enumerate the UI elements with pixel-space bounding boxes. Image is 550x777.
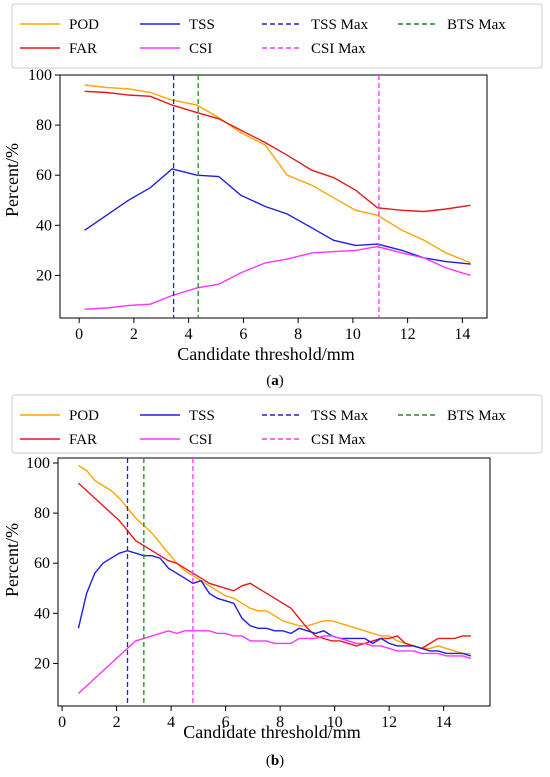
y-tick-label: 100 bbox=[28, 67, 52, 84]
x-tick-label: 8 bbox=[276, 714, 284, 731]
x-tick-label: 10 bbox=[327, 714, 343, 731]
x-tick-label: 12 bbox=[400, 326, 416, 343]
legend-label-far: FAR bbox=[69, 432, 97, 448]
legend-entries-a: POD TSS TSS Max BTS Max FAR CSI CSI Max bbox=[20, 17, 506, 57]
series-line-csi bbox=[77, 630, 472, 695]
x-tick-label: 2 bbox=[130, 326, 138, 343]
legend-label-tss-max: TSS Max bbox=[311, 408, 369, 424]
legend-entries-b: POD TSS TSS Max BTS Max FAR CSI CSI Max bbox=[20, 408, 506, 448]
x-tick-label: 14 bbox=[454, 326, 470, 343]
series-line-tss bbox=[84, 168, 471, 265]
series-line-pod bbox=[78, 464, 471, 655]
x-tick-label: 10 bbox=[345, 326, 361, 343]
series-line-csi bbox=[84, 245, 471, 310]
y-tick-label: 60 bbox=[36, 167, 52, 184]
legend-label-csi: CSI bbox=[189, 41, 212, 57]
y-tick-label: 40 bbox=[34, 605, 50, 622]
plot-area-a: 0 2 4 6 8 10 12 14 20 40 60 80 100 bbox=[28, 67, 488, 343]
legend-label-bts-max: BTS Max bbox=[447, 408, 506, 424]
x-tick-label: 6 bbox=[222, 714, 230, 731]
x-tick-label: 4 bbox=[167, 714, 175, 731]
x-tick-label: 0 bbox=[75, 326, 83, 343]
legend-label-csi-max: CSI Max bbox=[311, 432, 366, 448]
y-tick-label: 20 bbox=[34, 655, 50, 672]
y-tick-label: 20 bbox=[36, 267, 52, 284]
chart-panel-b: POD TSS TSS Max BTS Max FAR CSI CSI Max 0 2 4 6 8 1… bbox=[2, 394, 543, 769]
x-axis-label-b: Candidate threshold/mm bbox=[183, 722, 360, 742]
legend-label-pod: POD bbox=[69, 408, 99, 424]
legend-label-far: FAR bbox=[69, 41, 97, 57]
y-axis-label-b: Percent/% bbox=[2, 523, 22, 597]
x-axis-label-a: Candidate threshold/mm bbox=[177, 344, 354, 364]
plot-frame-a bbox=[59, 74, 488, 319]
y-axis-label-a: Percent/% bbox=[2, 143, 22, 217]
x-tick-label: 8 bbox=[294, 326, 302, 343]
legend-label-pod: POD bbox=[69, 17, 99, 33]
x-tick-label: 4 bbox=[185, 326, 193, 343]
legend-label-tss: TSS bbox=[189, 17, 215, 33]
chart-panel-a: POD TSS TSS Max BTS Max FAR CSI CSI Max 0 2 4 6 8 1… bbox=[2, 3, 543, 389]
x-tick-label: 12 bbox=[381, 714, 397, 731]
x-tick-label: 6 bbox=[239, 326, 247, 343]
series-line-far bbox=[77, 482, 471, 650]
x-tick-label: 0 bbox=[58, 714, 66, 731]
legend-a bbox=[11, 3, 543, 69]
legend-label-tss: TSS bbox=[189, 408, 215, 424]
legend-label-tss-max: TSS Max bbox=[311, 17, 369, 33]
legend-label-bts-max: BTS Max bbox=[447, 17, 506, 33]
y-tick-label: 60 bbox=[34, 555, 50, 572]
plot-area-b: 0 2 4 6 8 10 12 14 20 40 60 80 100 bbox=[26, 455, 491, 731]
legend-label-csi: CSI bbox=[189, 432, 212, 448]
y-tick-label: 100 bbox=[26, 455, 50, 472]
y-tick-label: 80 bbox=[36, 117, 52, 134]
y-tick-label: 80 bbox=[34, 505, 50, 522]
plot-frame-b bbox=[57, 457, 491, 707]
series-line-pod bbox=[84, 84, 471, 264]
y-tick-label: 40 bbox=[36, 217, 52, 234]
caption-b: (b) bbox=[266, 753, 284, 769]
series-line-far bbox=[84, 90, 471, 213]
legend-label-csi-max: CSI Max bbox=[311, 41, 366, 57]
x-tick-label: 2 bbox=[113, 714, 121, 731]
caption-a: (a) bbox=[266, 373, 284, 389]
x-tick-label: 14 bbox=[436, 714, 452, 731]
